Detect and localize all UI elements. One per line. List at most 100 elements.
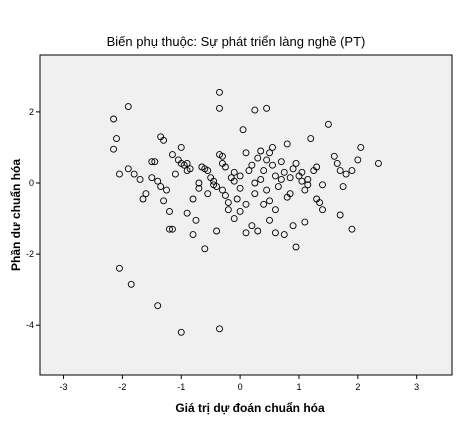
data-point [289, 165, 297, 173]
data-point [242, 200, 250, 208]
x-tick-label: 1 [296, 382, 301, 392]
data-point [177, 328, 185, 336]
data-point [195, 184, 203, 192]
data-point [248, 222, 256, 230]
data-point [163, 186, 170, 194]
data-point [242, 149, 250, 157]
data-point [280, 168, 288, 176]
data-point [113, 135, 120, 143]
data-point [148, 158, 156, 166]
data-point [189, 195, 197, 203]
data-point [236, 207, 244, 215]
data-point [166, 207, 173, 215]
data-point [254, 154, 262, 162]
x-tick-label: 3 [414, 382, 419, 392]
data-point [251, 106, 259, 114]
data-point [286, 174, 294, 182]
data-points [110, 88, 382, 336]
data-point [195, 179, 203, 187]
data-point [263, 156, 271, 164]
data-point [219, 186, 226, 194]
data-point [239, 126, 247, 134]
data-point [336, 167, 344, 175]
data-point [136, 175, 144, 183]
data-point [116, 264, 123, 272]
data-point [183, 159, 191, 167]
y-tick-label: -4 [26, 320, 34, 330]
data-point [283, 140, 291, 148]
x-tick-label: -1 [177, 382, 185, 392]
data-point [266, 149, 273, 157]
data-point [168, 225, 176, 233]
data-point [333, 159, 341, 167]
data-point [233, 195, 241, 203]
data-point [286, 190, 294, 198]
chart-title: Biến phụ thuộc: Sự phát triển làng nghề … [107, 34, 366, 49]
data-point [160, 136, 168, 144]
data-point [110, 145, 118, 153]
data-point [216, 104, 223, 112]
data-point [289, 222, 297, 230]
data-point [266, 197, 273, 205]
data-point [168, 151, 176, 159]
data-point [248, 161, 256, 169]
data-point [336, 211, 344, 219]
data-point [171, 170, 179, 178]
data-point [204, 190, 212, 198]
data-point [257, 175, 265, 183]
data-point [260, 167, 268, 175]
data-point [251, 190, 259, 198]
data-point [160, 197, 168, 205]
data-point [271, 229, 279, 237]
data-point [210, 177, 218, 185]
data-point [221, 191, 229, 199]
data-point [127, 280, 135, 288]
data-point [224, 199, 232, 207]
x-tick-label: -3 [60, 382, 68, 392]
data-point [348, 167, 356, 175]
data-point [269, 143, 276, 151]
data-point [124, 165, 132, 173]
data-point [374, 159, 382, 167]
data-point [301, 186, 309, 194]
y-tick-label: -2 [26, 249, 34, 259]
data-point [219, 152, 226, 160]
data-point [348, 225, 356, 233]
data-point [242, 229, 250, 237]
y-tick-label: 0 [29, 178, 34, 188]
data-point [110, 115, 118, 123]
axis-ticks: -3 -2 -1 0 1 2 3 2 0 -2 -4 [26, 107, 419, 392]
data-point [148, 174, 156, 182]
data-point [263, 186, 271, 194]
x-tick-label: -2 [118, 382, 126, 392]
data-point [307, 135, 315, 143]
data-point [330, 152, 338, 160]
y-tick-label: 2 [29, 107, 34, 117]
data-point [124, 103, 132, 111]
data-point [157, 183, 165, 191]
data-point [269, 161, 276, 169]
data-point [166, 225, 173, 233]
data-point [342, 170, 350, 178]
data-point [224, 206, 232, 214]
data-point [154, 302, 162, 310]
data-point [216, 88, 223, 96]
data-point [313, 163, 321, 171]
data-point [292, 243, 300, 251]
data-point [254, 227, 262, 235]
data-point [274, 183, 282, 191]
data-point [319, 181, 326, 189]
data-point [221, 163, 229, 171]
data-point [154, 177, 162, 185]
data-point [277, 158, 285, 166]
data-point [210, 181, 218, 189]
data-point [151, 158, 159, 166]
x-tick-label: 0 [238, 382, 243, 392]
data-point [230, 177, 238, 185]
data-point [292, 159, 300, 167]
data-point [245, 167, 253, 175]
data-point [186, 165, 194, 173]
data-point [339, 183, 347, 191]
data-point [271, 206, 279, 214]
x-tick-label: 2 [355, 382, 360, 392]
